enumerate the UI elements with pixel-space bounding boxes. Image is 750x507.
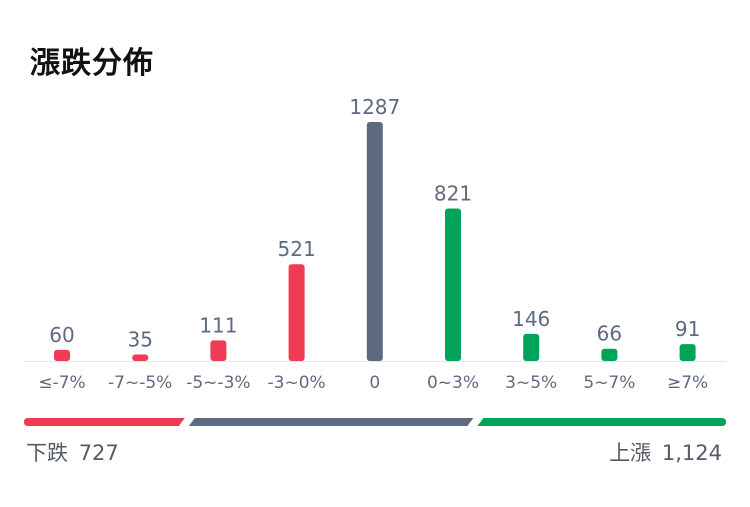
up-count: 1,124	[661, 441, 722, 465]
bar	[445, 208, 461, 361]
bar	[366, 122, 383, 361]
category-label: 5~7%	[583, 373, 635, 393]
down-count: 727	[78, 441, 119, 465]
bar-value-label: 1287	[349, 95, 400, 119]
bar	[288, 264, 305, 361]
category-label: ≥7%	[667, 373, 708, 393]
bar	[132, 354, 149, 361]
bar-value-label: 91	[675, 317, 700, 341]
down-label: 下跌	[26, 441, 68, 465]
bar-value-label: 60	[49, 323, 74, 347]
category-label: -5~-3%	[186, 373, 250, 393]
up-label: 上漲	[609, 441, 652, 465]
down-summary: 下跌 727	[24, 437, 121, 467]
bar-value-label: 66	[597, 322, 622, 346]
category-label: 3~5%	[505, 373, 557, 393]
category-label: ≤-7%	[38, 373, 85, 393]
up-ratio-segment	[477, 418, 726, 426]
bar-value-label: 111	[199, 313, 237, 337]
chart-title: 漲跌分佈	[30, 46, 154, 81]
category-label: 0~3%	[427, 373, 479, 393]
bar	[210, 340, 227, 361]
bar	[679, 344, 696, 361]
down-ratio-segment	[24, 418, 185, 426]
category-label: -7~-5%	[108, 373, 172, 393]
bar-value-label: 146	[512, 307, 550, 331]
bar-value-label: 821	[434, 182, 472, 206]
bar	[523, 333, 540, 361]
flat-ratio-segment	[188, 418, 474, 426]
bar	[601, 348, 618, 361]
category-label: 0	[369, 373, 380, 393]
bar	[54, 349, 70, 361]
up-summary: 上漲 1,124	[607, 437, 724, 467]
bar-value-label: 521	[278, 237, 316, 261]
bar-value-label: 35	[127, 328, 152, 352]
category-label: -3~0%	[268, 373, 326, 393]
